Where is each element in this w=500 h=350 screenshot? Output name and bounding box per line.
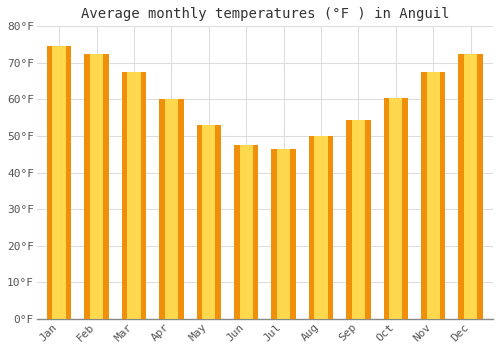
Bar: [426, 72, 440, 319]
Bar: [52, 47, 66, 319]
Bar: [309, 136, 333, 319]
Bar: [314, 136, 328, 319]
Bar: [234, 145, 258, 319]
Bar: [164, 99, 178, 319]
Bar: [272, 149, 295, 319]
Bar: [277, 149, 290, 319]
Bar: [384, 98, 408, 319]
Bar: [202, 125, 215, 319]
Bar: [196, 125, 221, 319]
Bar: [159, 99, 184, 319]
Bar: [47, 47, 72, 319]
Bar: [352, 120, 365, 319]
Bar: [464, 54, 477, 319]
Bar: [240, 145, 253, 319]
Bar: [128, 72, 140, 319]
Bar: [122, 72, 146, 319]
Bar: [346, 120, 370, 319]
Bar: [421, 72, 446, 319]
Title: Average monthly temperatures (°F ) in Anguil: Average monthly temperatures (°F ) in An…: [80, 7, 449, 21]
Bar: [458, 54, 483, 319]
Bar: [389, 98, 402, 319]
Bar: [90, 54, 104, 319]
Bar: [84, 54, 108, 319]
